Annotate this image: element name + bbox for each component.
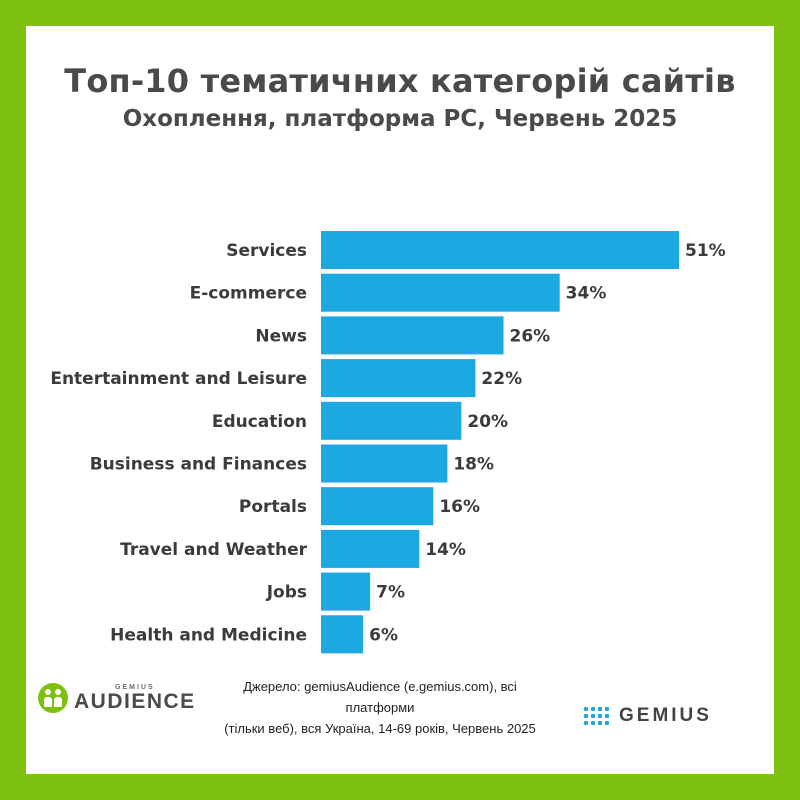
bar-2	[321, 316, 504, 355]
category-label: Portals	[239, 497, 307, 517]
value-label: 18%	[453, 455, 494, 475]
chart-card	[26, 26, 774, 774]
bar-4	[321, 401, 462, 440]
category-label: Jobs	[266, 583, 307, 603]
bar-5	[321, 444, 448, 483]
gemius-logo: GEMIUS	[584, 705, 712, 727]
dot-grid-icon	[584, 707, 609, 725]
category-label: Entertainment and Leisure	[50, 369, 307, 389]
bar-9	[321, 615, 364, 654]
value-label: 6%	[369, 625, 398, 645]
value-label: 26%	[510, 326, 551, 346]
bar-8	[321, 572, 371, 611]
chart-title: Топ-10 тематичних категорій сайтів	[64, 62, 736, 100]
source-note: Джерело: gemiusAudience (e.gemius.com), …	[215, 676, 545, 739]
value-label: 34%	[566, 284, 607, 304]
gemius-logo-text: GEMIUS	[619, 705, 712, 726]
source-line-1: Джерело: gemiusAudience (e.gemius.com), …	[243, 679, 517, 715]
bar-6	[321, 487, 434, 526]
logo-big-text: AUDIENCE	[74, 689, 196, 713]
people-icon	[38, 683, 68, 713]
value-label: 14%	[425, 540, 466, 560]
category-label: Travel and Weather	[120, 540, 308, 560]
value-label: 51%	[685, 241, 726, 261]
category-label: E-commerce	[190, 284, 307, 304]
category-label: Business and Finances	[90, 455, 307, 475]
value-label: 16%	[439, 497, 480, 517]
source-line-2: (тільки веб), вся Україна, 14-69 років, …	[224, 721, 536, 736]
category-label: Education	[212, 412, 307, 432]
bar-3	[321, 359, 476, 398]
bar-7	[321, 529, 420, 568]
category-label: Services	[226, 241, 307, 261]
value-label: 7%	[376, 583, 405, 603]
bar-1	[321, 273, 560, 312]
audience-logo: GEMIUS AUDIENCE	[38, 678, 196, 718]
category-label: Health and Medicine	[110, 625, 307, 645]
bar-0	[321, 231, 679, 269]
category-label: News	[255, 326, 307, 346]
chart-subtitle: Охоплення, платформа PC, Червень 2025	[122, 106, 678, 132]
value-label: 20%	[467, 412, 508, 432]
logo-small-text: GEMIUS	[115, 683, 155, 691]
value-label: 22%	[481, 369, 522, 389]
